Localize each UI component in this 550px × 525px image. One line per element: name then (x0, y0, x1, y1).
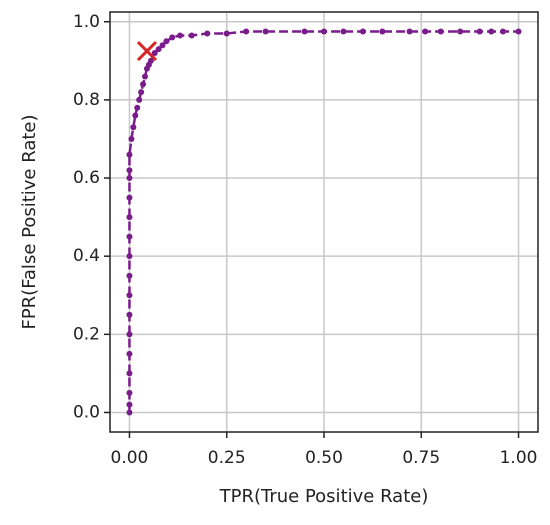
plot-frame (109, 11, 539, 433)
point (488, 28, 495, 35)
point (177, 32, 184, 39)
point (301, 28, 308, 35)
point (437, 28, 444, 35)
y-axis-label: FPR(False Positive Rate) (19, 114, 40, 329)
point (262, 28, 269, 35)
point (132, 112, 139, 119)
point (126, 233, 133, 240)
point (126, 292, 133, 299)
point (359, 28, 366, 35)
point (126, 389, 133, 396)
point (136, 96, 143, 103)
x-tick-label: 1.00 (500, 448, 538, 468)
point (515, 28, 522, 35)
point (457, 28, 464, 35)
point (126, 311, 133, 318)
point-marker (136, 41, 158, 62)
point (126, 151, 133, 158)
point (243, 28, 250, 35)
point (126, 167, 133, 174)
point (126, 331, 133, 338)
point (321, 28, 327, 35)
point (155, 46, 162, 53)
point (163, 38, 170, 45)
y-tick-label: 0.4 (73, 246, 100, 266)
point (499, 28, 506, 35)
point (126, 272, 133, 279)
x-tick-label: 0.75 (402, 448, 440, 468)
point (169, 34, 176, 41)
point (340, 28, 347, 35)
point (126, 370, 133, 377)
point (126, 409, 133, 416)
x-axis-label: TPR(True Positive Rate) (219, 486, 429, 507)
point (147, 57, 154, 64)
point (126, 175, 133, 182)
point (126, 350, 133, 357)
point (379, 28, 386, 35)
x-tick-label: 0.00 (111, 448, 149, 468)
point (204, 30, 211, 37)
point (134, 104, 141, 111)
point (142, 73, 149, 80)
x-tick-label: 0.50 (305, 448, 343, 468)
y-tick-label: 1.0 (73, 12, 100, 32)
y-tick-label: 0.8 (73, 90, 100, 110)
point (138, 89, 145, 96)
point (128, 135, 135, 142)
point (223, 30, 230, 37)
point (159, 42, 166, 49)
point (126, 253, 133, 260)
y-tick-label: 0.6 (73, 168, 100, 188)
point (126, 214, 133, 221)
y-tick-label: 0.0 (73, 402, 100, 422)
point (126, 194, 133, 201)
point (130, 124, 137, 131)
point (151, 50, 158, 57)
y-tick-label: 0.2 (73, 324, 100, 344)
point (476, 28, 483, 35)
x-tick-label: 0.25 (208, 448, 246, 468)
curve (128, 30, 519, 413)
point (406, 28, 413, 35)
point (422, 28, 429, 35)
point (140, 81, 147, 88)
point (188, 32, 195, 39)
point (126, 401, 133, 408)
